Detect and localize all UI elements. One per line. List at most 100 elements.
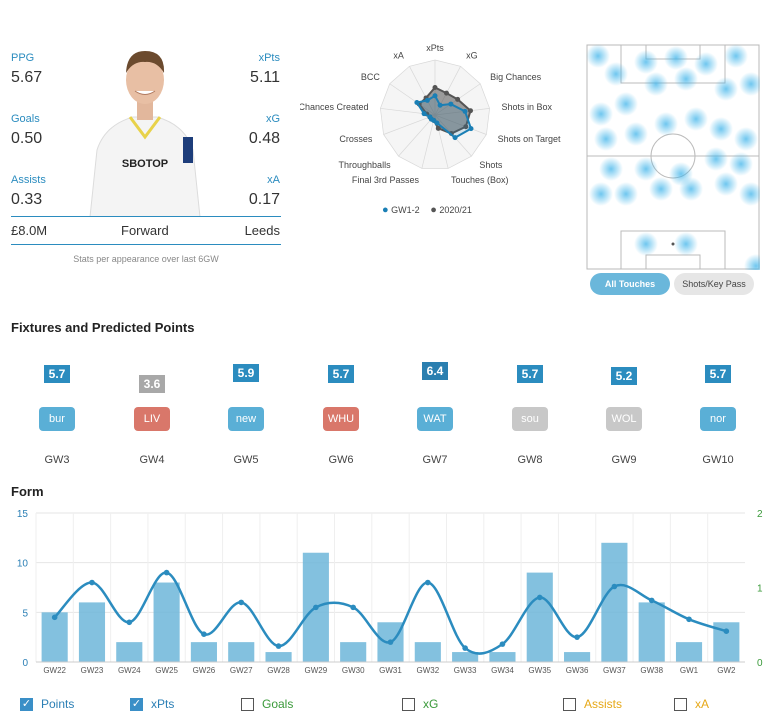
- form-legend-assists-label[interactable]: Assists: [584, 697, 623, 711]
- points-bar[interactable]: [41, 612, 68, 662]
- x-tick-label: GW28: [267, 666, 290, 673]
- heatmap-pitch: [586, 44, 760, 270]
- radar-legend: ● GW1-2 ● 2020/21: [382, 204, 472, 216]
- points-bar[interactable]: [675, 642, 703, 662]
- all-touches-button[interactable]: All Touches: [590, 273, 670, 295]
- stat-ppg-label: PPG: [11, 52, 35, 64]
- player-price: £8.0M: [11, 223, 48, 238]
- radar-axis-label: Big Chances: [490, 72, 542, 82]
- fixture-opponent-gw3[interactable]: bur: [39, 407, 75, 431]
- x-tick-label: GW1: [680, 666, 699, 673]
- radar-gw-area-point: [421, 111, 427, 117]
- xpts-point[interactable]: [313, 604, 319, 611]
- xpts-point[interactable]: [536, 594, 543, 601]
- fixture-gameweek-label: GW5: [233, 454, 259, 466]
- x-tick-label: GW23: [81, 666, 104, 673]
- xpts-point[interactable]: [350, 604, 356, 611]
- legend-dot-icon: ●: [430, 204, 437, 216]
- form-legend-points-checkbox[interactable]: ✓: [20, 698, 33, 711]
- radar-axis-label: Shots on Target: [498, 134, 561, 144]
- fixture-gameweek-label: GW4: [139, 454, 165, 466]
- form-title: Form: [11, 484, 44, 499]
- points-bar[interactable]: [228, 642, 255, 662]
- points-bar[interactable]: [564, 652, 591, 662]
- xpts-point[interactable]: [275, 643, 282, 649]
- xpts-point[interactable]: [499, 641, 506, 647]
- points-bar[interactable]: [116, 642, 143, 662]
- radar-axis-label: xA: [393, 51, 404, 61]
- y-tick-label: 5: [22, 608, 28, 619]
- x-tick-label: GW32: [416, 666, 439, 673]
- radar-axis-label: Shots in Box: [502, 102, 553, 112]
- form-legend-goals-label[interactable]: Goals: [262, 697, 294, 711]
- form-legend-assists-checkbox[interactable]: [563, 698, 576, 711]
- radar-season-area-point: [467, 108, 473, 114]
- xpts-point[interactable]: [723, 628, 730, 635]
- stat-goals-value: 0.50: [11, 130, 43, 147]
- xpts-point[interactable]: [648, 597, 655, 604]
- xpts-point[interactable]: [425, 579, 431, 586]
- legend-dot-icon: ●: [382, 204, 389, 216]
- stat-xg-value: 0.48: [248, 130, 280, 147]
- xpts-point[interactable]: [611, 583, 618, 590]
- fixture-opponent-gw10[interactable]: nor: [700, 407, 736, 431]
- fixture-opponent-gw6[interactable]: WHU: [323, 407, 359, 431]
- player-team: Leeds: [244, 223, 280, 238]
- fixture-gameweek-label: GW8: [517, 454, 543, 466]
- form-legend-goals-checkbox[interactable]: [241, 698, 254, 711]
- xpts-point[interactable]: [126, 619, 133, 626]
- x-tick-label: GW33: [454, 666, 477, 673]
- fixture-opponent-gw8[interactable]: sou: [512, 407, 548, 431]
- fixture-gameweek-label: GW3: [44, 454, 70, 466]
- points-bar[interactable]: [78, 602, 106, 662]
- xpts-point[interactable]: [574, 634, 580, 640]
- points-bar[interactable]: [190, 642, 217, 662]
- xpts-point[interactable]: [163, 569, 170, 576]
- points-bar[interactable]: [414, 642, 441, 662]
- radar-axis-label: Throughballs: [339, 160, 392, 170]
- y2-tick-label: 0: [757, 658, 763, 669]
- y2-tick-label: 1: [757, 584, 763, 595]
- points-bar[interactable]: [601, 542, 628, 662]
- predicted-points-gw6: 5.7: [328, 365, 354, 383]
- form-legend-xa-label[interactable]: xA: [695, 697, 710, 711]
- form-legend-points-label[interactable]: Points: [41, 697, 75, 711]
- points-bar[interactable]: [489, 652, 516, 662]
- form-legend-xa-checkbox[interactable]: [674, 698, 687, 711]
- xpts-point[interactable]: [51, 614, 58, 621]
- points-bar[interactable]: [638, 602, 665, 662]
- radar-axis-label: Shots: [479, 160, 503, 170]
- shots-key-pass-button[interactable]: Shots/Key Pass: [674, 273, 754, 295]
- points-bar[interactable]: [265, 652, 292, 662]
- points-bar[interactable]: [452, 652, 479, 662]
- radar-axis-label: Final 3rd Passes: [352, 175, 420, 185]
- fixture-opponent-gw5[interactable]: new: [228, 407, 264, 431]
- x-tick-label: GW29: [305, 666, 328, 673]
- xpts-point[interactable]: [686, 616, 692, 623]
- radar-chart: xPts xG Big Chances Shots in Box Shots on Ta…: [300, 43, 561, 185]
- radar-gw-area-point: [448, 101, 454, 107]
- points-bar[interactable]: [526, 572, 553, 662]
- fixture-gameweek-label: GW6: [328, 454, 354, 466]
- form-legend-xg-label[interactable]: xG: [423, 697, 439, 711]
- predicted-points-gw3: 5.7: [44, 365, 70, 383]
- radar-gw-area-point: [414, 100, 420, 106]
- fixture-opponent-gw7[interactable]: WAT: [417, 407, 453, 431]
- shirt-sponsor: SBOTOP: [122, 158, 168, 170]
- x-tick-label: GW34: [491, 666, 514, 673]
- radar-axis-label: BCC: [361, 72, 381, 82]
- stat-assists-value: 0.33: [11, 191, 43, 208]
- xpts-point[interactable]: [238, 599, 245, 606]
- fixture-opponent-gw9[interactable]: WOL: [606, 407, 642, 431]
- form-legend-xpts-checkbox[interactable]: ✓: [130, 698, 143, 711]
- xpts-point[interactable]: [89, 579, 95, 586]
- fixture-opponent-gw4[interactable]: LIV: [134, 407, 170, 431]
- radar-axis-label: Crosses: [339, 134, 373, 144]
- xpts-point[interactable]: [201, 631, 207, 637]
- xpts-point[interactable]: [387, 639, 394, 645]
- points-bar[interactable]: [340, 642, 367, 662]
- xpts-point[interactable]: [462, 645, 468, 651]
- form-legend-xg-checkbox[interactable]: [402, 698, 415, 711]
- points-bar[interactable]: [153, 582, 180, 662]
- form-legend-xpts-label[interactable]: xPts: [151, 697, 175, 711]
